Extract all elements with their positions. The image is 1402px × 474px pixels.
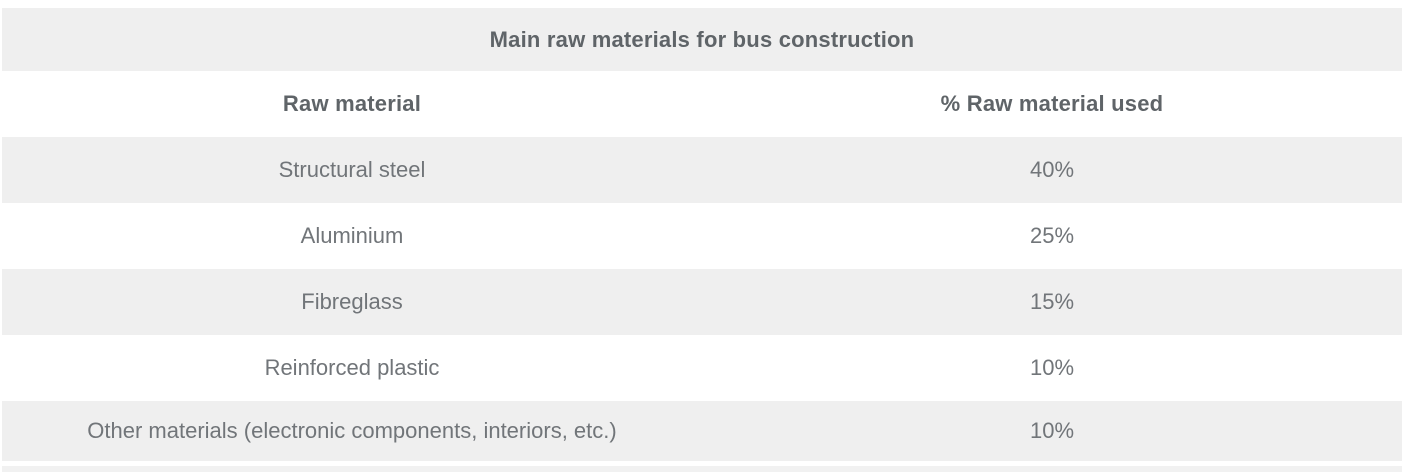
table-row: Structural steel 40%	[2, 137, 1402, 203]
material-cell: Reinforced plastic	[264, 355, 440, 380]
table-title: Main raw materials for bus construction	[2, 8, 1402, 71]
material-cell: Structural steel	[278, 157, 426, 182]
column-header-percent: % Raw material used	[940, 91, 1164, 116]
material-cell: Other materials (electronic components, …	[87, 418, 617, 443]
table-bottom-edge	[2, 466, 1402, 472]
column-header-material: Raw material	[282, 91, 422, 116]
percent-cell: 10%	[1029, 355, 1075, 380]
table-row: Other materials (electronic components, …	[2, 401, 1402, 461]
table-header-row: Raw material % Raw material used	[2, 71, 1402, 137]
table-row: Fibreglass 15%	[2, 269, 1402, 335]
row-divider-gap	[2, 461, 1402, 466]
table-row: Aluminium 25%	[2, 203, 1402, 269]
percent-cell: 40%	[1029, 157, 1075, 182]
material-cell: Aluminium	[300, 223, 404, 248]
percent-cell: 15%	[1029, 289, 1075, 314]
percent-cell: 25%	[1029, 223, 1075, 248]
materials-table: Main raw materials for bus construction …	[2, 8, 1402, 472]
percent-cell: 10%	[1029, 418, 1075, 443]
table-row: Reinforced plastic 10%	[2, 335, 1402, 401]
material-cell: Fibreglass	[301, 289, 403, 314]
